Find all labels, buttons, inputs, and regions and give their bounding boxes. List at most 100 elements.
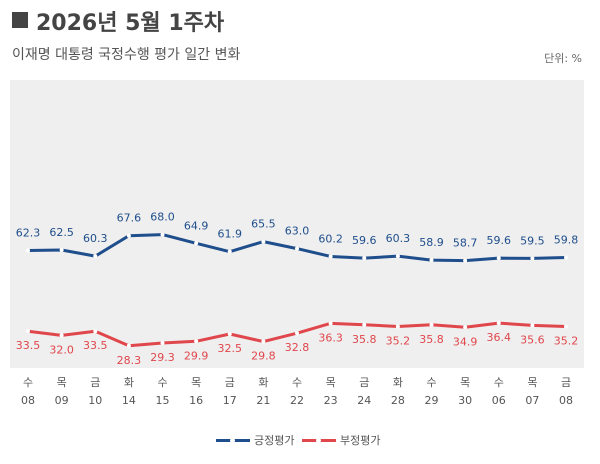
series-1-point (93, 329, 98, 334)
series-0-point (328, 254, 333, 259)
series-1-data-label: 35.8 (352, 333, 377, 346)
x-tick-day-label: 수 (23, 376, 33, 389)
line-chart: 62.3 62.5 60.3 67.6 68.0 64.9 61.9 65.5 63.0 60.2… (10, 80, 584, 407)
series-0-point (93, 254, 98, 259)
series-0-data-label: 59.5 (520, 234, 545, 247)
series-1-point (564, 324, 568, 329)
series-0-data-label: 64.9 (184, 219, 209, 232)
x-tick-date-label: 09 (55, 394, 69, 407)
series-1-data-label: 36.4 (487, 331, 512, 344)
series-1-data-label: 35.8 (419, 333, 444, 346)
series-0-data-label: 62.3 (16, 227, 41, 240)
series-0-point (530, 256, 535, 261)
x-tick-day-label: 목 (326, 376, 336, 389)
series-1-data-label: 32.5 (218, 342, 243, 355)
series-0-point (429, 258, 434, 263)
x-tick-day-label: 금 (90, 376, 100, 389)
series-1-data-label: 33.5 (16, 339, 41, 352)
page-subtitle: 이재명 대통령 국정수행 평가 일간 변화 (12, 47, 241, 63)
legend-label: 긍정평가 (254, 434, 295, 447)
legend-swatch (216, 437, 250, 443)
series-1-point (26, 329, 30, 334)
series-0-data-label: 63.0 (285, 225, 310, 238)
series-1-point (530, 323, 535, 328)
series-1-data-label: 35.2 (386, 334, 411, 347)
series-0-data-label: 65.5 (251, 218, 276, 231)
chart-legend: 긍정평가 부정평가 (0, 432, 600, 452)
x-tick-date-label: 07 (525, 394, 539, 407)
series-1-data-label: 29.3 (150, 351, 175, 364)
x-tick-date-label: 28 (391, 394, 405, 407)
plot-background (10, 80, 584, 368)
x-tick-day-label: 금 (359, 376, 369, 389)
x-tick-date-label: 08 (559, 394, 573, 407)
series-0-data-label: 58.7 (453, 237, 478, 250)
legend-item-0: 긍정평가 (216, 432, 294, 448)
x-tick-date-label: 23 (324, 394, 338, 407)
x-tick-day-label: 수 (494, 376, 504, 389)
series-0-data-label: 68.0 (150, 211, 175, 224)
series-0-point (395, 254, 400, 259)
x-tick-day-label: 수 (292, 376, 302, 389)
series-1-data-label: 28.3 (117, 354, 142, 367)
x-tick-date-label: 24 (357, 394, 371, 407)
x-tick-date-label: 10 (88, 394, 102, 407)
series-0-point (362, 256, 367, 261)
series-1-point (126, 343, 131, 348)
series-1-point (395, 324, 400, 329)
series-0-point (59, 248, 64, 252)
series-0-point (194, 241, 199, 246)
series-0-data-label: 67.6 (117, 212, 142, 225)
series-1-point (496, 321, 501, 326)
x-tick-day-label: 수 (426, 376, 436, 389)
x-tick-day-label: 화 (258, 376, 268, 389)
unit-label: 단위: % (544, 52, 582, 65)
x-tick-day-label: 목 (460, 376, 470, 389)
series-1-data-label: 36.3 (318, 331, 343, 344)
x-tick-day-label: 금 (561, 376, 571, 389)
x-tick-date-label: 16 (189, 394, 203, 407)
series-0-data-label: 60.2 (318, 232, 343, 245)
series-0-data-label: 62.5 (49, 226, 74, 239)
series-1-data-label: 35.2 (554, 334, 579, 347)
series-1-point (227, 332, 232, 336)
series-1-data-label: 32.0 (49, 343, 74, 356)
series-0-data-label: 59.6 (487, 234, 512, 247)
series-1-data-label: 35.6 (520, 333, 545, 346)
page-title: 2026년 5월 1주차 (36, 11, 225, 36)
series-0-point (463, 258, 468, 263)
series-0-point (26, 248, 30, 253)
x-tick-day-label: 목 (57, 376, 67, 389)
x-tick-date-label: 06 (492, 394, 506, 407)
series-0-point (160, 232, 165, 237)
series-1-point (59, 333, 64, 338)
series-1-point (160, 340, 165, 345)
series-0-data-label: 60.3 (386, 232, 411, 245)
series-1-point (295, 331, 299, 336)
x-tick-date-label: 17 (223, 394, 237, 407)
x-tick-day-label: 목 (527, 376, 537, 389)
series-1-point (463, 325, 468, 330)
legend-label: 부정평가 (340, 434, 381, 447)
series-0-point (227, 249, 232, 254)
series-1-data-label: 29.8 (251, 350, 276, 363)
x-tick-day-label: 수 (157, 376, 167, 389)
x-tick-date-label: 14 (122, 394, 136, 407)
series-0-point (126, 233, 131, 238)
series-0-point (496, 256, 501, 261)
series-1-point (261, 339, 266, 344)
series-0-data-label: 60.3 (83, 232, 108, 245)
series-0-data-label: 61.9 (218, 228, 243, 241)
series-0-point (564, 255, 568, 260)
x-tick-date-label: 30 (458, 394, 472, 407)
x-tick-day-label: 목 (191, 376, 201, 389)
series-1-point (429, 322, 434, 327)
series-1-data-label: 33.5 (83, 339, 108, 352)
series-1-point (194, 339, 199, 344)
series-0-data-label: 59.6 (352, 234, 377, 247)
series-0-point (295, 246, 299, 251)
x-tick-date-label: 21 (256, 394, 270, 407)
series-0-point (261, 239, 266, 244)
x-tick-day-label: 화 (393, 376, 403, 389)
series-1-data-label: 32.8 (285, 341, 310, 354)
